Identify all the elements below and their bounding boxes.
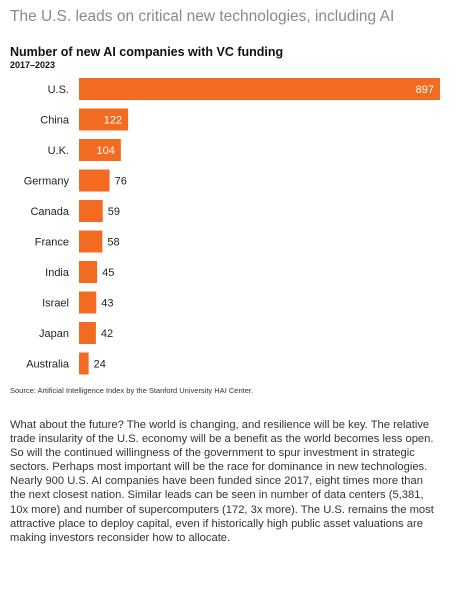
category-label-japan: Japan — [39, 328, 69, 340]
source-note: Source: Artificial Intelligence Index by… — [10, 386, 254, 395]
category-label-canada: Canada — [30, 206, 69, 218]
bar-japan — [79, 322, 96, 344]
category-label-australia: Australia — [26, 359, 70, 371]
category-label-india: India — [45, 267, 70, 279]
bar-u-s — [79, 78, 440, 100]
bar-france — [79, 230, 103, 253]
value-label-u-k: 104 — [96, 145, 114, 157]
bar-israel — [79, 291, 97, 314]
bar-australia — [79, 352, 89, 375]
headline: The U.S. leads on critical new technolog… — [10, 8, 395, 25]
category-label-u-s: U.S. — [48, 84, 69, 96]
value-label-australia: 24 — [94, 359, 106, 371]
bar-india — [79, 261, 98, 283]
category-label-israel: Israel — [42, 298, 69, 310]
value-label-u-s: 897 — [416, 84, 434, 96]
chart-subtitle: 2017–2023 — [10, 60, 56, 70]
bar-canada — [79, 200, 103, 222]
chart-title: Number of new AI companies with VC fundi… — [10, 45, 284, 59]
value-label-japan: 42 — [101, 328, 113, 340]
category-label-france: France — [35, 237, 69, 249]
category-label-u-k: U.K. — [48, 145, 69, 157]
bar-chart: U.S. 897 China 122 U.K. 104 Germany 76 Canada 59 F… — [24, 78, 440, 375]
body-paragraph: What about the future? The world is chan… — [10, 419, 434, 544]
value-label-israel: 43 — [101, 298, 113, 310]
bar-germany — [79, 169, 110, 192]
bar-china — [79, 108, 129, 131]
value-label-canada: 59 — [108, 206, 120, 218]
value-label-france: 58 — [107, 237, 119, 249]
bar-u-k — [79, 139, 121, 161]
value-label-china: 122 — [104, 115, 122, 127]
value-label-india: 45 — [102, 267, 114, 279]
value-label-germany: 76 — [115, 176, 127, 188]
category-label-germany: Germany — [24, 176, 70, 188]
category-label-china: China — [40, 115, 70, 127]
